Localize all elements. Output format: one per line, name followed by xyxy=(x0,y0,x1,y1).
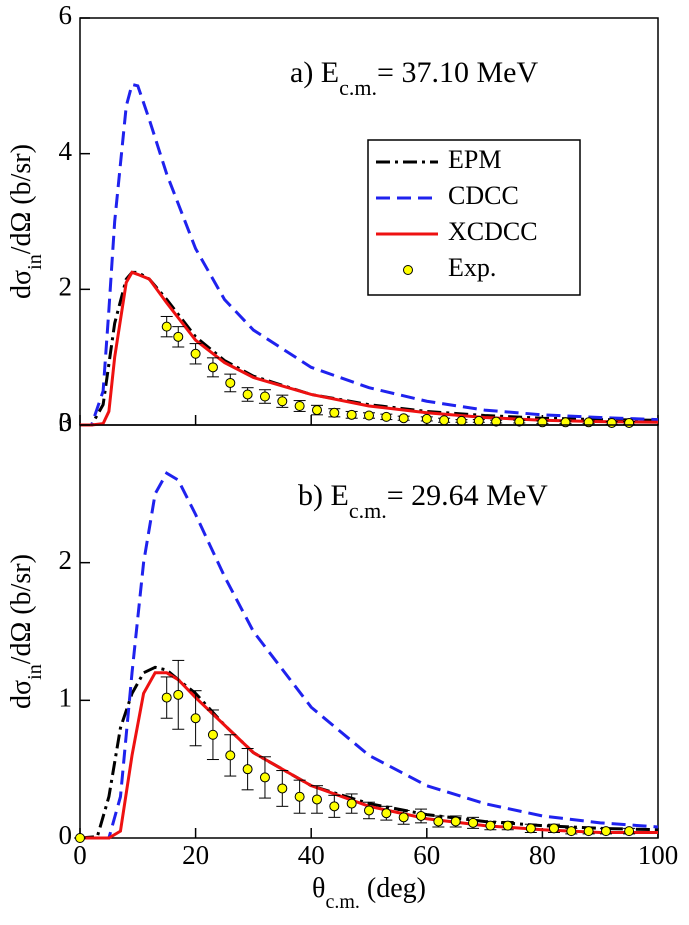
data-point xyxy=(624,417,635,428)
data-point xyxy=(161,321,172,332)
legend-label: CDCC xyxy=(448,181,519,210)
data-point xyxy=(398,812,409,823)
data-point xyxy=(600,826,611,837)
data-point xyxy=(566,826,577,837)
data-point xyxy=(606,417,617,428)
panel-title-tail: = 37.10 MeV xyxy=(377,56,538,89)
y-tick-label: 0 xyxy=(59,820,73,850)
data-point xyxy=(294,791,305,802)
data-point xyxy=(364,805,374,816)
data-point xyxy=(173,331,184,342)
panel-title: b) Ec.m.= 29.64 MeV xyxy=(298,479,548,523)
y-tick-label: 3 xyxy=(59,407,73,437)
data-point xyxy=(190,348,201,359)
panel-title-tail: = 29.64 MeV xyxy=(387,479,548,512)
series-line xyxy=(80,270,659,427)
x-tick-label: 40 xyxy=(298,840,325,870)
data-point xyxy=(439,415,450,426)
panel-title-sub: c.m. xyxy=(339,75,377,100)
data-point xyxy=(190,713,201,724)
data-point xyxy=(225,377,236,388)
data-point xyxy=(381,411,392,422)
data-point xyxy=(548,823,559,834)
data-point xyxy=(346,798,357,809)
x-axis-label-main: θ xyxy=(312,873,325,904)
data-point xyxy=(173,689,184,700)
data-point xyxy=(433,816,444,827)
data-point xyxy=(277,783,288,794)
data-point xyxy=(225,750,236,761)
data-point xyxy=(75,833,85,843)
data-point xyxy=(468,817,479,828)
data-point xyxy=(514,416,525,427)
y-tick-label: 2 xyxy=(59,545,73,575)
data-point xyxy=(207,729,218,740)
data-point xyxy=(450,816,461,827)
x-tick-label: 0 xyxy=(73,840,87,870)
y-tick-label: 2 xyxy=(59,272,73,302)
legend-label: XCDCC xyxy=(448,217,538,246)
data-point xyxy=(416,810,427,821)
data-point xyxy=(381,808,392,819)
y-axis-label-tail: /dΩ (b/sr) xyxy=(6,554,37,664)
data-point xyxy=(624,826,635,837)
x-axis-label-tail: (deg) xyxy=(360,873,426,904)
panel-title-sub: c.m. xyxy=(349,498,387,523)
data-point xyxy=(329,407,340,418)
data-point xyxy=(525,823,536,834)
data-point xyxy=(346,409,357,420)
series-line xyxy=(80,471,659,840)
data-point xyxy=(311,405,322,416)
panel-title-main: a) E xyxy=(290,56,339,89)
data-point xyxy=(259,772,270,783)
x-axis-label: θc.m. (deg) xyxy=(312,873,426,913)
y-axis-label: dσin/dΩ (b/sr) xyxy=(6,554,46,709)
data-point xyxy=(277,396,288,407)
y-axis-label-tail: /dΩ (b/sr) xyxy=(6,144,37,254)
data-point xyxy=(161,692,172,703)
x-tick-label: 20 xyxy=(182,840,209,870)
data-point xyxy=(421,413,432,424)
data-point xyxy=(491,416,502,427)
data-point xyxy=(583,826,594,837)
y-tick-label: 6 xyxy=(59,0,73,30)
legend-label: EPM xyxy=(448,145,501,174)
y-axis-label-main: dσ xyxy=(6,680,37,709)
x-axis-label-sub: c.m. xyxy=(325,891,359,913)
y-axis-label-main: dσ xyxy=(6,270,37,299)
legend-marker xyxy=(403,265,413,275)
data-point xyxy=(242,764,253,775)
legend-label: Exp. xyxy=(448,253,496,282)
data-point xyxy=(242,389,253,400)
x-tick-label: 60 xyxy=(413,840,440,870)
data-point xyxy=(329,801,340,812)
data-point xyxy=(473,415,484,426)
y-axis-label-sub: in xyxy=(24,254,46,270)
data-point xyxy=(398,413,409,424)
y-tick-label: 0 xyxy=(59,407,73,437)
series-line xyxy=(80,270,659,427)
panel-title-main: b) E xyxy=(298,479,349,512)
y-tick-label: 4 xyxy=(59,136,73,166)
y-axis-label: dσin/dΩ (b/sr) xyxy=(6,144,46,299)
series-line xyxy=(80,82,659,427)
panel-title: a) Ec.m.= 37.10 MeV xyxy=(290,56,538,100)
x-tick-label: 100 xyxy=(638,840,679,870)
data-point xyxy=(456,415,467,426)
data-point xyxy=(259,391,270,402)
data-point xyxy=(364,410,374,421)
y-tick-label: 1 xyxy=(59,683,73,713)
y-axis-label-sub: in xyxy=(24,664,46,680)
data-point xyxy=(485,820,496,831)
panel: 0 2 4 6 xyxy=(59,0,659,437)
x-tick-label: 80 xyxy=(529,840,556,870)
data-point xyxy=(207,362,218,373)
plot-frame xyxy=(79,424,659,839)
data-point xyxy=(311,794,322,805)
data-point xyxy=(294,401,305,412)
data-point xyxy=(502,820,513,831)
